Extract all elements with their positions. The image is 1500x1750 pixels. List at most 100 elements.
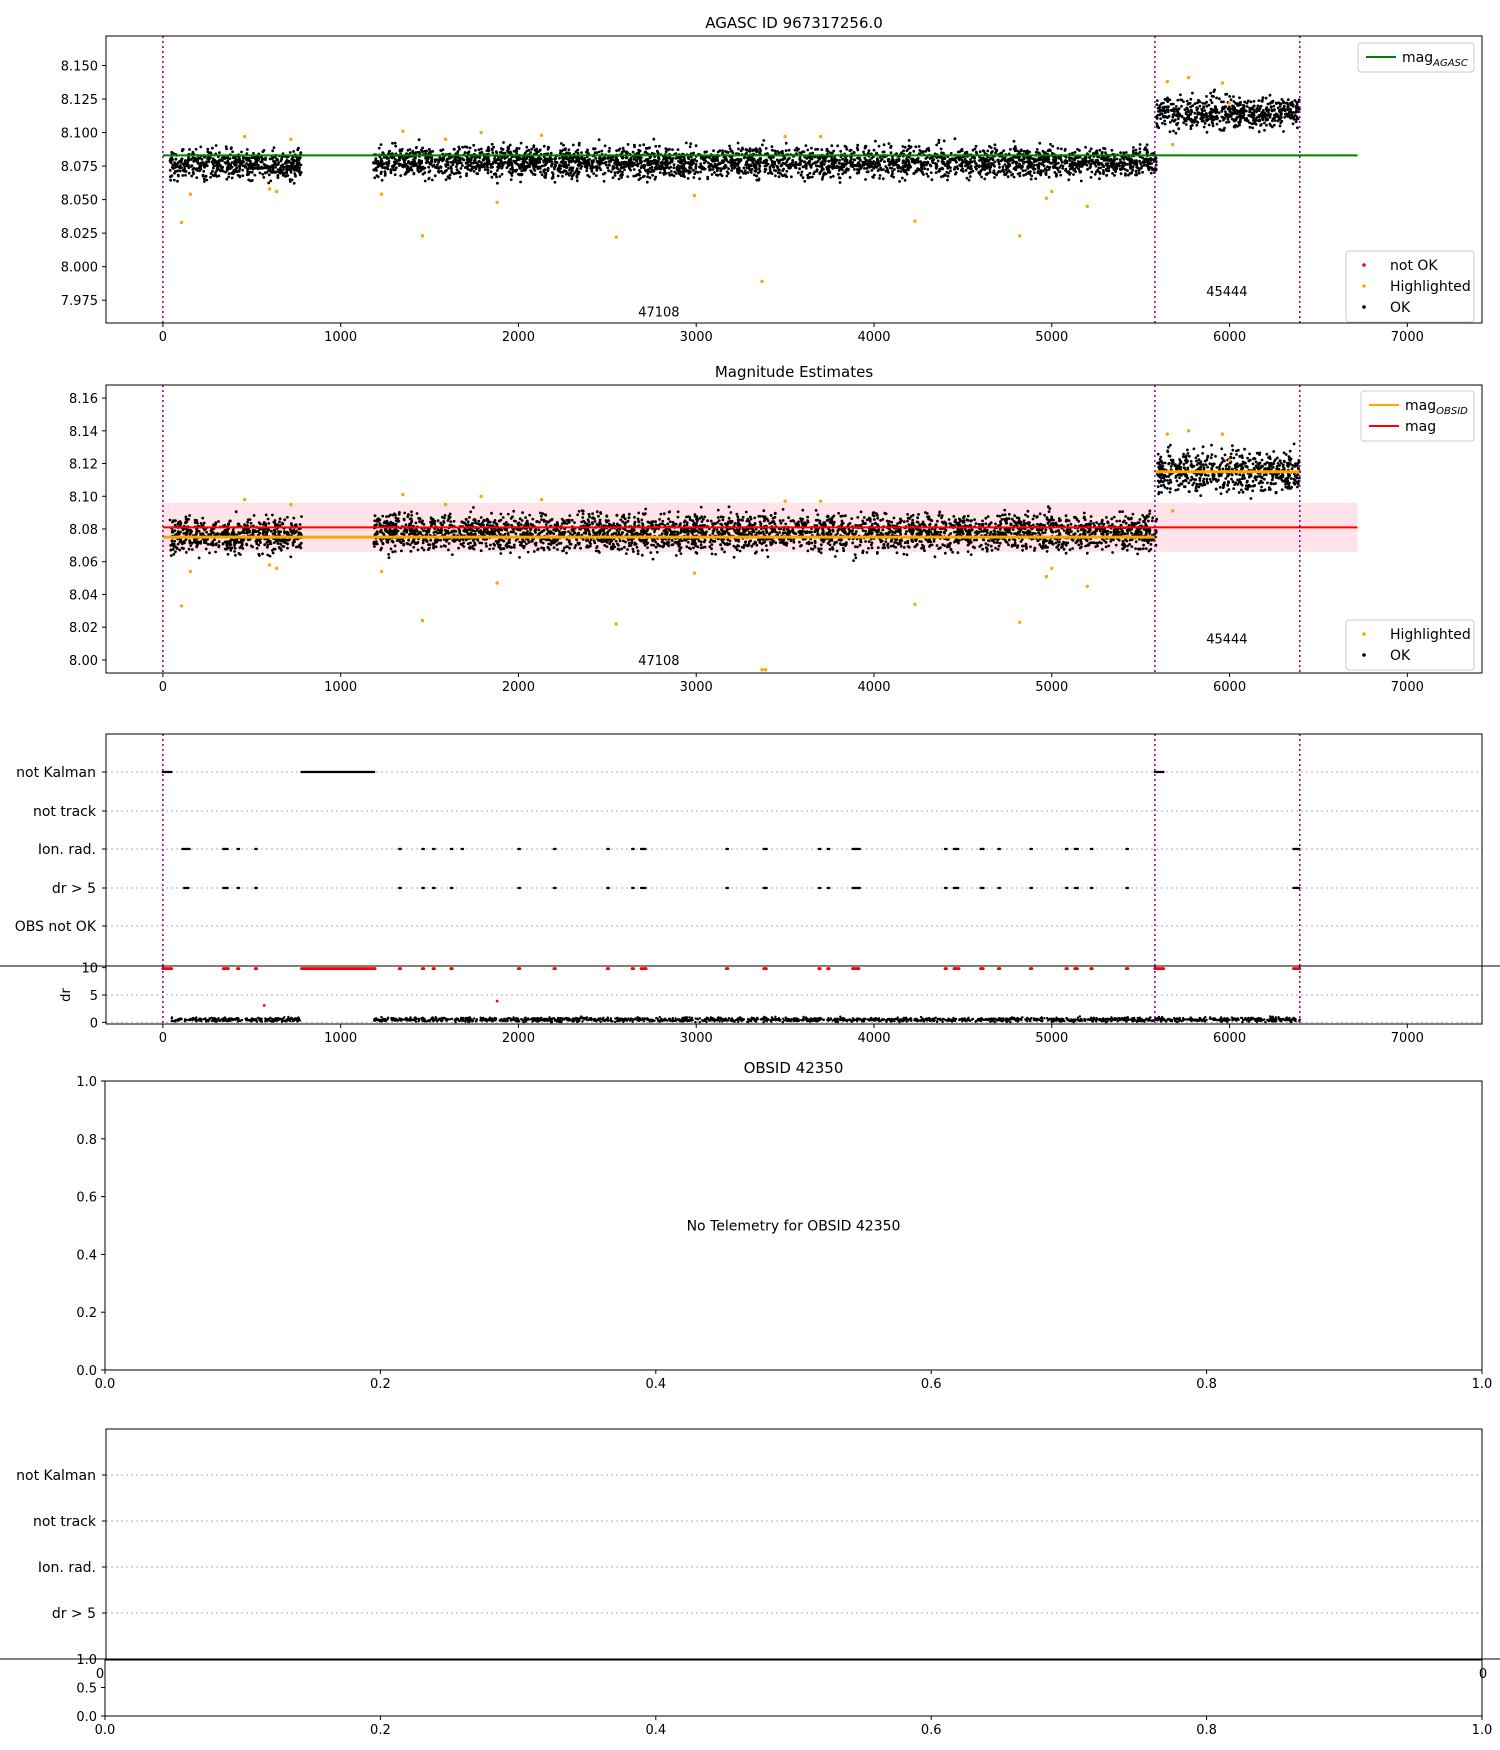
x-tick-label: 2000 [502,330,535,345]
ok-point [173,162,177,166]
ok-point [873,173,876,177]
ok-point [1149,171,1153,175]
ok-point [1198,104,1202,108]
ok-point [372,161,375,164]
ok-point [270,164,274,168]
ok-point [180,157,184,161]
ok-point [1023,160,1027,164]
ok-point [252,151,255,155]
ok-point [219,169,222,173]
ok-point [656,151,660,155]
ok-point [879,159,883,163]
ok-point [1018,174,1022,178]
legend-label: Highlighted [1390,279,1471,295]
ok-point [561,174,564,178]
ok-point [1272,123,1276,127]
ok-point [250,171,254,174]
ok-point [800,159,804,163]
ok-point [1121,167,1125,170]
ok-point [1007,157,1011,161]
ok-point [670,160,674,164]
ok-point [966,160,969,164]
ok-point [917,160,920,164]
highlighted-point [1165,79,1170,84]
ok-point [1131,165,1135,169]
ok-point [250,156,254,160]
ok-point [564,164,568,168]
ok-point [787,148,791,152]
ok-point [910,160,914,164]
ok-point [201,161,205,164]
ok-point [472,169,476,173]
ok-point [613,174,617,177]
ok-point [235,166,239,170]
ok-point [245,162,249,165]
ok-point [1104,167,1108,171]
ok-point [1173,113,1176,117]
ok-point [1134,151,1138,155]
ok-point [1172,109,1175,112]
ok-point [381,166,384,170]
ok-point [1032,171,1036,175]
ok-point [191,150,195,154]
ok-point [628,166,631,170]
highlighted-point [692,193,697,198]
ok-point [1209,98,1213,102]
ok-point [400,149,403,153]
ok-point [1203,122,1207,125]
ok-point [872,176,875,179]
ok-point [1294,120,1298,124]
ok-point [1232,100,1236,103]
ok-point [784,141,788,145]
ok-point [261,531,265,534]
ok-point [699,166,703,170]
ok-point [679,158,682,161]
ok-point [954,159,957,163]
ok-point [1279,121,1283,125]
ok-point [444,178,448,182]
ok-point [1251,119,1255,122]
ok-point [236,173,240,177]
ok-point [218,163,222,167]
ok-point [960,148,963,152]
ok-point [1294,110,1298,114]
ok-point [649,159,653,163]
ok-point [1138,147,1142,151]
ok-point [1225,92,1229,96]
ok-point [604,160,608,164]
ok-point [1051,144,1055,148]
ok-point [253,156,256,159]
ok-point [1276,119,1280,123]
ok-point [669,157,673,161]
ok-point [1182,117,1186,120]
ok-point [800,150,804,154]
ok-point [513,169,517,173]
ok-point [945,170,949,174]
ok-point [923,167,927,171]
ok-point [1114,170,1117,174]
ok-point [486,166,489,170]
ok-point [1220,110,1224,113]
ok-point [542,169,546,172]
ok-point [170,166,174,169]
ok-point [376,175,380,179]
obs-boundaries [162,36,1301,323]
ok-point [1013,149,1017,153]
ok-point [1112,161,1116,165]
ok-point [518,158,521,161]
ok-point [1134,169,1138,173]
ok-point [399,174,403,178]
ok-point [648,146,651,150]
ok-point [537,166,541,170]
ok-point [689,164,692,168]
ok-point [412,171,416,175]
ok-point [227,172,231,176]
ok-point [893,162,896,165]
ok-point [561,170,565,174]
ok-point [818,171,822,175]
ok-point [1038,141,1042,145]
ok-point [501,161,505,165]
ok-point [423,179,427,183]
ok-point [611,167,615,171]
ok-point [978,172,982,176]
